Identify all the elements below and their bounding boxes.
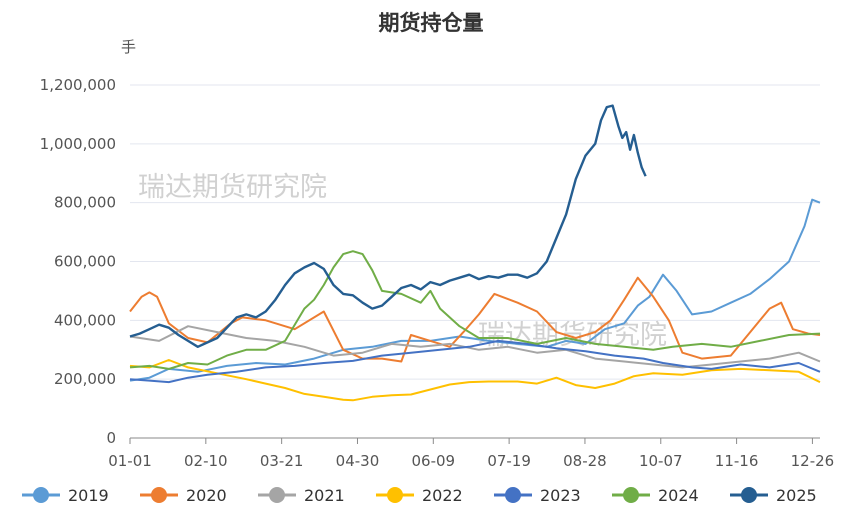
series-lines [129, 104, 821, 402]
chart-title: 期货持仓量 [379, 11, 484, 35]
legend-item-2020[interactable]: 2020 [140, 486, 227, 505]
series-line-2023 [129, 339, 821, 384]
series-line-2025 [129, 104, 647, 348]
y-tick-label: 600,000 [54, 253, 116, 271]
x-tick-label: 06-09 [411, 452, 455, 470]
x-tick-label: 11-16 [715, 452, 759, 470]
legend[interactable]: 2019 2020 2021 2022 2023 2024 2025 [22, 486, 817, 505]
y-tick-label: 1,200,000 [40, 76, 116, 94]
legend-marker [151, 487, 167, 503]
series-line-2024 [129, 250, 821, 370]
watermark: 瑞达期货研究院 [138, 172, 327, 203]
watermark-center: 瑞达期货研究院 [478, 320, 667, 351]
legend-item-2024[interactable]: 2024 [612, 486, 699, 505]
legend-marker [623, 487, 639, 503]
legend-label: 2022 [422, 486, 463, 505]
legend-marker [387, 487, 403, 503]
x-tick-label: 02-10 [184, 452, 228, 470]
series-line-2020 [129, 276, 821, 363]
y-tick-label: 800,000 [54, 194, 116, 212]
x-tick-label: 12-26 [791, 452, 835, 470]
x-tick-label: 08-28 [563, 452, 607, 470]
legend-label: 2025 [776, 486, 817, 505]
legend-label: 2020 [186, 486, 227, 505]
x-tick-label: 03-21 [260, 452, 304, 470]
legend-marker [505, 487, 521, 503]
x-tick-label: 07-19 [487, 452, 531, 470]
series-line-2022 [129, 359, 821, 402]
legend-label: 2024 [658, 486, 699, 505]
legend-marker [741, 487, 757, 503]
series-line-2019 [129, 198, 821, 382]
y-tick-label: 200,000 [54, 370, 116, 388]
x-axis: 01-01 02-10 03-21 04-30 06-09 07-19 08-28 10-07… [108, 437, 835, 470]
series-line-2021 [129, 325, 821, 369]
legend-item-2023[interactable]: 2023 [494, 486, 581, 505]
legend-item-2025[interactable]: 2025 [730, 486, 817, 505]
legend-item-2019[interactable]: 2019 [22, 486, 109, 505]
y-tick-label: 1,000,000 [40, 135, 116, 153]
y-tick-label: 0 [106, 429, 116, 447]
grid-lines [130, 84, 820, 380]
x-tick-label: 04-30 [336, 452, 380, 470]
legend-marker [269, 487, 285, 503]
legend-label: 2023 [540, 486, 581, 505]
y-axis-ticks: 0 200,000 400,000 600,000 800,000 1,000,000 1,… [40, 76, 116, 447]
legend-marker [33, 487, 49, 503]
y-axis-unit: 手 [121, 38, 136, 56]
legend-item-2021[interactable]: 2021 [258, 486, 345, 505]
legend-item-2022[interactable]: 2022 [376, 486, 463, 505]
y-tick-label: 400,000 [54, 311, 116, 329]
x-tick-label: 10-07 [639, 452, 683, 470]
legend-label: 2019 [68, 486, 109, 505]
legend-label: 2021 [304, 486, 345, 505]
x-tick-label: 01-01 [108, 452, 152, 470]
